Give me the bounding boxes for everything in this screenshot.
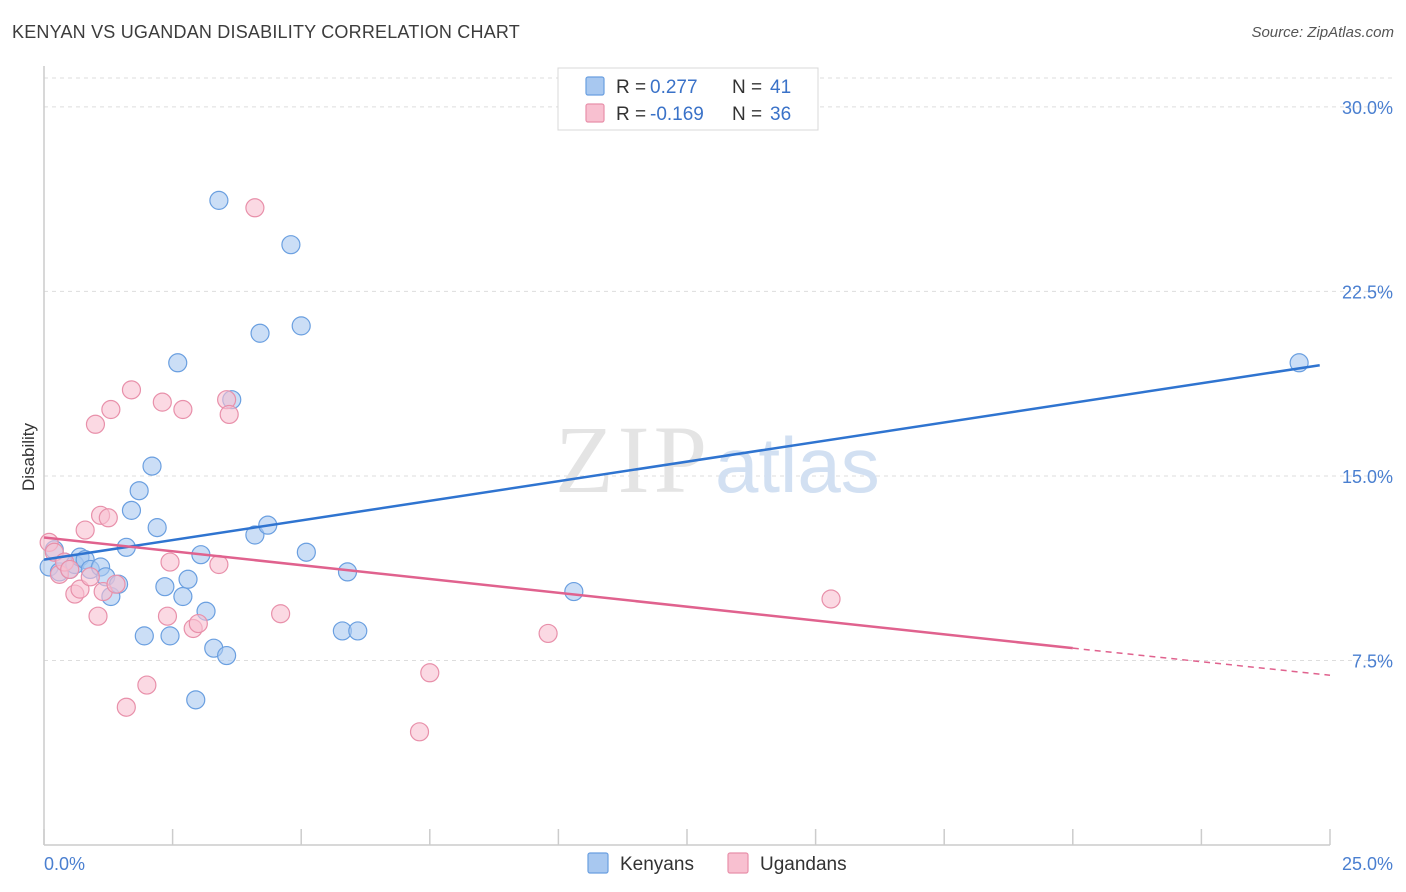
legend-r-label: R = [616,77,646,98]
ugandan-point [160,552,180,572]
kenyan-point [291,316,311,336]
ugandan-point [98,508,118,528]
ugandan-point [245,198,265,218]
legend-n-value: 36 [770,104,791,125]
bottom-legend-swatch [587,852,609,874]
legend-r-label: R = [616,104,646,125]
kenyan-point [281,235,301,255]
kenyan-point [147,518,167,538]
y-tick-label: 15.0% [1342,467,1393,487]
kenyan-point [217,645,237,666]
ugandan-point [121,380,142,400]
gridlines [44,77,1392,661]
kenyan-point [173,586,193,607]
y-tick-labels: 7.5% 15.0% 22.5% 30.0% [1342,98,1393,672]
legend-swatch [585,76,605,96]
watermark-zip: ZIP [555,406,711,513]
kenyan-point [186,690,206,710]
bottom-legend-swatch [727,852,749,874]
y-tick-label: 7.5% [1352,651,1393,671]
kenyan-point [121,500,142,520]
kenyan-point [134,626,154,646]
kenyan-point [245,525,265,545]
ugandan-point [271,604,291,624]
chart-title: KENYAN VS UGANDAN DISABILITY CORRELATION… [12,22,520,42]
ugandan-point [188,613,208,634]
kenyan-point [296,542,316,562]
y-tick-label: 30.0% [1342,98,1393,118]
ugandan-trend-extension [1072,647,1331,676]
legend-r-value: -0.169 [650,104,704,125]
ugandan-point [106,574,126,594]
ugandan-point [137,675,157,695]
kenyan-point [129,481,149,501]
bottom-legend-label: Kenyans [620,854,694,875]
bottom-legend: Kenyans Ugandans [587,852,847,875]
kenyan-point [209,190,229,210]
watermark-atlas: atlas [715,421,880,509]
ugandan-point [80,567,100,587]
ugandan-point [70,579,90,599]
bottom-legend-label: Ugandans [760,854,847,875]
kenyan-point [155,577,175,597]
kenyan-point [564,581,584,602]
ugandan-point [409,722,430,742]
kenyan-point [142,456,162,476]
x-tick-label-max: 25.0% [1342,854,1393,874]
kenyan-point [160,626,180,646]
kenyan-point [168,353,188,373]
ugandan-point [538,623,558,644]
x-tick-label-min: 0.0% [44,854,85,874]
ugandan-point [88,606,108,626]
legend: R = 0.277 N = 41 R = -0.169 N = 36 [557,67,819,131]
ugandan-trend-line [43,536,1073,650]
ugandan-point [219,404,239,425]
kenyan-point [178,569,198,589]
kenyan-trend-line [43,364,1320,561]
trend-lines [43,364,1331,676]
ugandan-point [101,399,121,420]
axes [43,66,1331,846]
watermark: ZIP atlas [555,406,880,513]
ugandan-point [157,606,178,626]
legend-swatch [585,103,605,123]
legend-r-value: 0.277 [650,77,698,98]
ugandan-point [821,589,841,609]
kenyan-point [348,621,368,641]
source-label: Source: ZipAtlas.com [1251,24,1394,41]
ugandan-point [116,697,136,717]
ugandan-point [75,520,95,540]
ugandan-point [173,399,193,420]
ugandan-point [85,414,106,434]
ugandan-point [420,663,440,683]
x-tick-labels: 0.0% 25.0% [44,854,1393,874]
legend-n-label: N = [732,77,762,98]
legend-n-label: N = [732,104,762,125]
y-tick-label: 22.5% [1342,282,1393,302]
legend-n-value: 41 [770,77,791,98]
kenyan-point [250,323,270,343]
ugandan-point [60,559,80,580]
data-points [39,190,1309,742]
y-axis-label: Disability [19,422,38,491]
ugandan-point [209,554,229,575]
ugandan-point [152,392,172,412]
